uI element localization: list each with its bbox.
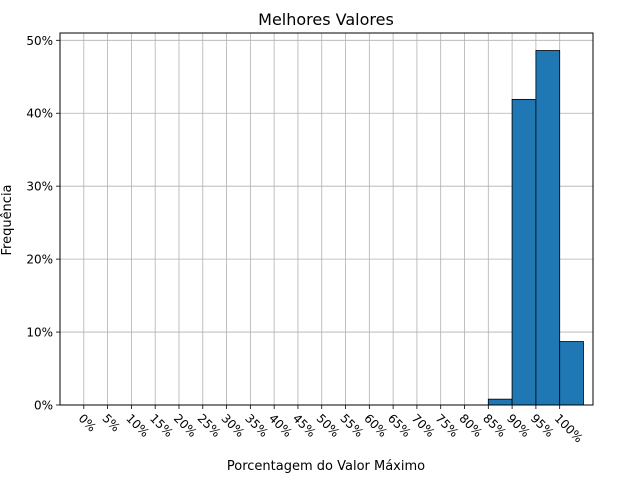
plot-frame	[59, 32, 594, 406]
y-tick-label: 10%	[26, 326, 53, 340]
y-tick-label: 50%	[26, 34, 53, 48]
y-tick-label: 30%	[26, 180, 53, 194]
y-tick-label: 0%	[34, 399, 53, 413]
bars-group	[487, 50, 584, 406]
histogram-bar	[535, 50, 561, 406]
chart-title: Melhores Valores	[258, 10, 394, 29]
y-axis-label: Frequência	[0, 184, 15, 255]
histogram-bar	[487, 398, 513, 406]
histogram-bar	[511, 98, 537, 406]
histogram-bar	[559, 341, 584, 406]
x-axis-label: Porcentagem do Valor Máximo	[227, 459, 425, 474]
y-axis-ticks: 0% 10% 20% 30% 40% 50%	[26, 34, 60, 413]
y-tick-label: 40%	[26, 107, 53, 121]
y-tick-label: 20%	[26, 253, 53, 267]
